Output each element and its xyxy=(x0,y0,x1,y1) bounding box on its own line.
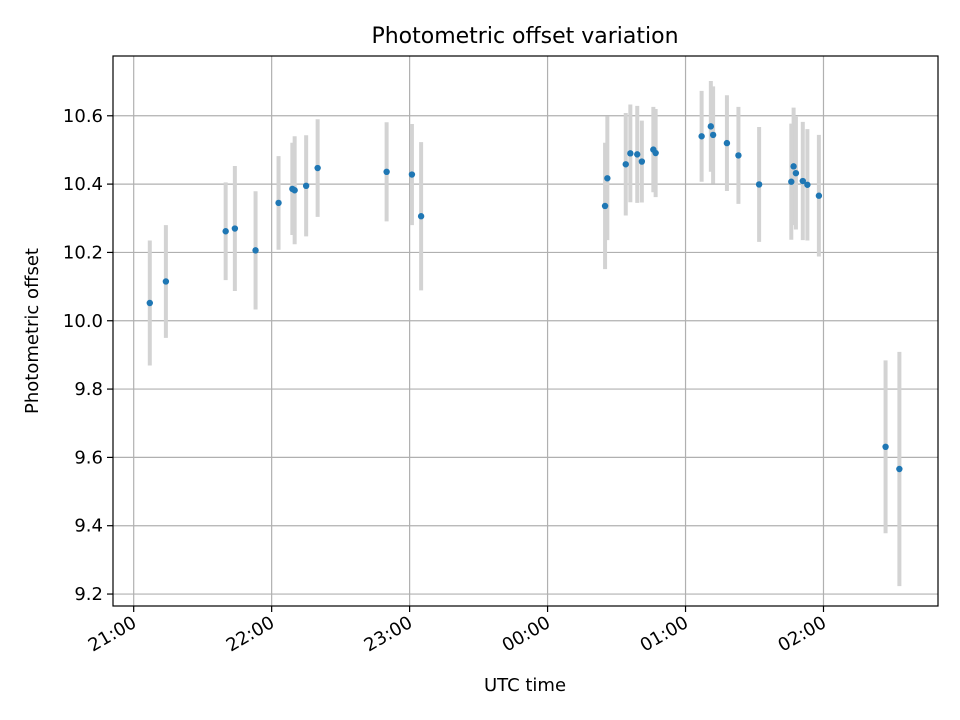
y-tick-label: 10.0 xyxy=(63,311,103,332)
y-tick-label: 10.4 xyxy=(63,174,103,195)
data-point xyxy=(222,228,229,235)
data-point xyxy=(275,199,282,207)
chart-title: Photometric offset variation xyxy=(371,24,678,49)
data-points xyxy=(146,123,903,473)
data-point xyxy=(755,181,763,188)
data-point xyxy=(804,181,811,188)
data-point xyxy=(601,202,609,210)
data-point xyxy=(790,163,797,170)
data-point xyxy=(792,169,800,177)
data-point xyxy=(252,247,259,254)
plot-frame xyxy=(112,55,939,607)
data-point xyxy=(723,139,731,147)
data-point xyxy=(638,158,646,165)
data-point xyxy=(231,225,239,232)
y-tick-label: 9.4 xyxy=(74,516,103,537)
data-point xyxy=(815,192,823,199)
data-point xyxy=(417,213,425,220)
data-point xyxy=(709,131,717,139)
data-point xyxy=(735,152,742,159)
y-axis-ticks: 9.2 9.4 9.6 9.8 10.0 10.2 10.4 10.6 xyxy=(63,106,113,605)
data-point xyxy=(707,123,715,130)
data-point xyxy=(383,168,390,176)
data-point xyxy=(634,151,641,158)
data-point xyxy=(652,149,659,157)
data-point xyxy=(314,164,321,172)
x-axis-label: UTC time xyxy=(484,675,566,696)
data-point xyxy=(788,178,795,185)
y-tick-label: 10.2 xyxy=(63,242,103,263)
data-point xyxy=(302,182,310,190)
data-point xyxy=(896,465,903,473)
data-point xyxy=(408,171,416,178)
data-point xyxy=(291,187,298,194)
data-point xyxy=(162,278,170,285)
data-point xyxy=(627,150,634,157)
grid xyxy=(113,56,938,606)
y-tick-label: 9.6 xyxy=(74,447,103,468)
data-point xyxy=(882,443,889,451)
y-axis-label: Photometric offset xyxy=(22,248,43,414)
data-point xyxy=(146,299,153,307)
y-tick-label: 10.6 xyxy=(63,106,103,127)
data-point xyxy=(698,133,705,140)
y-tick-label: 9.8 xyxy=(74,379,103,400)
y-tick-label: 9.2 xyxy=(74,584,103,605)
data-point xyxy=(604,175,611,182)
data-point xyxy=(799,177,806,185)
data-point xyxy=(622,161,629,168)
